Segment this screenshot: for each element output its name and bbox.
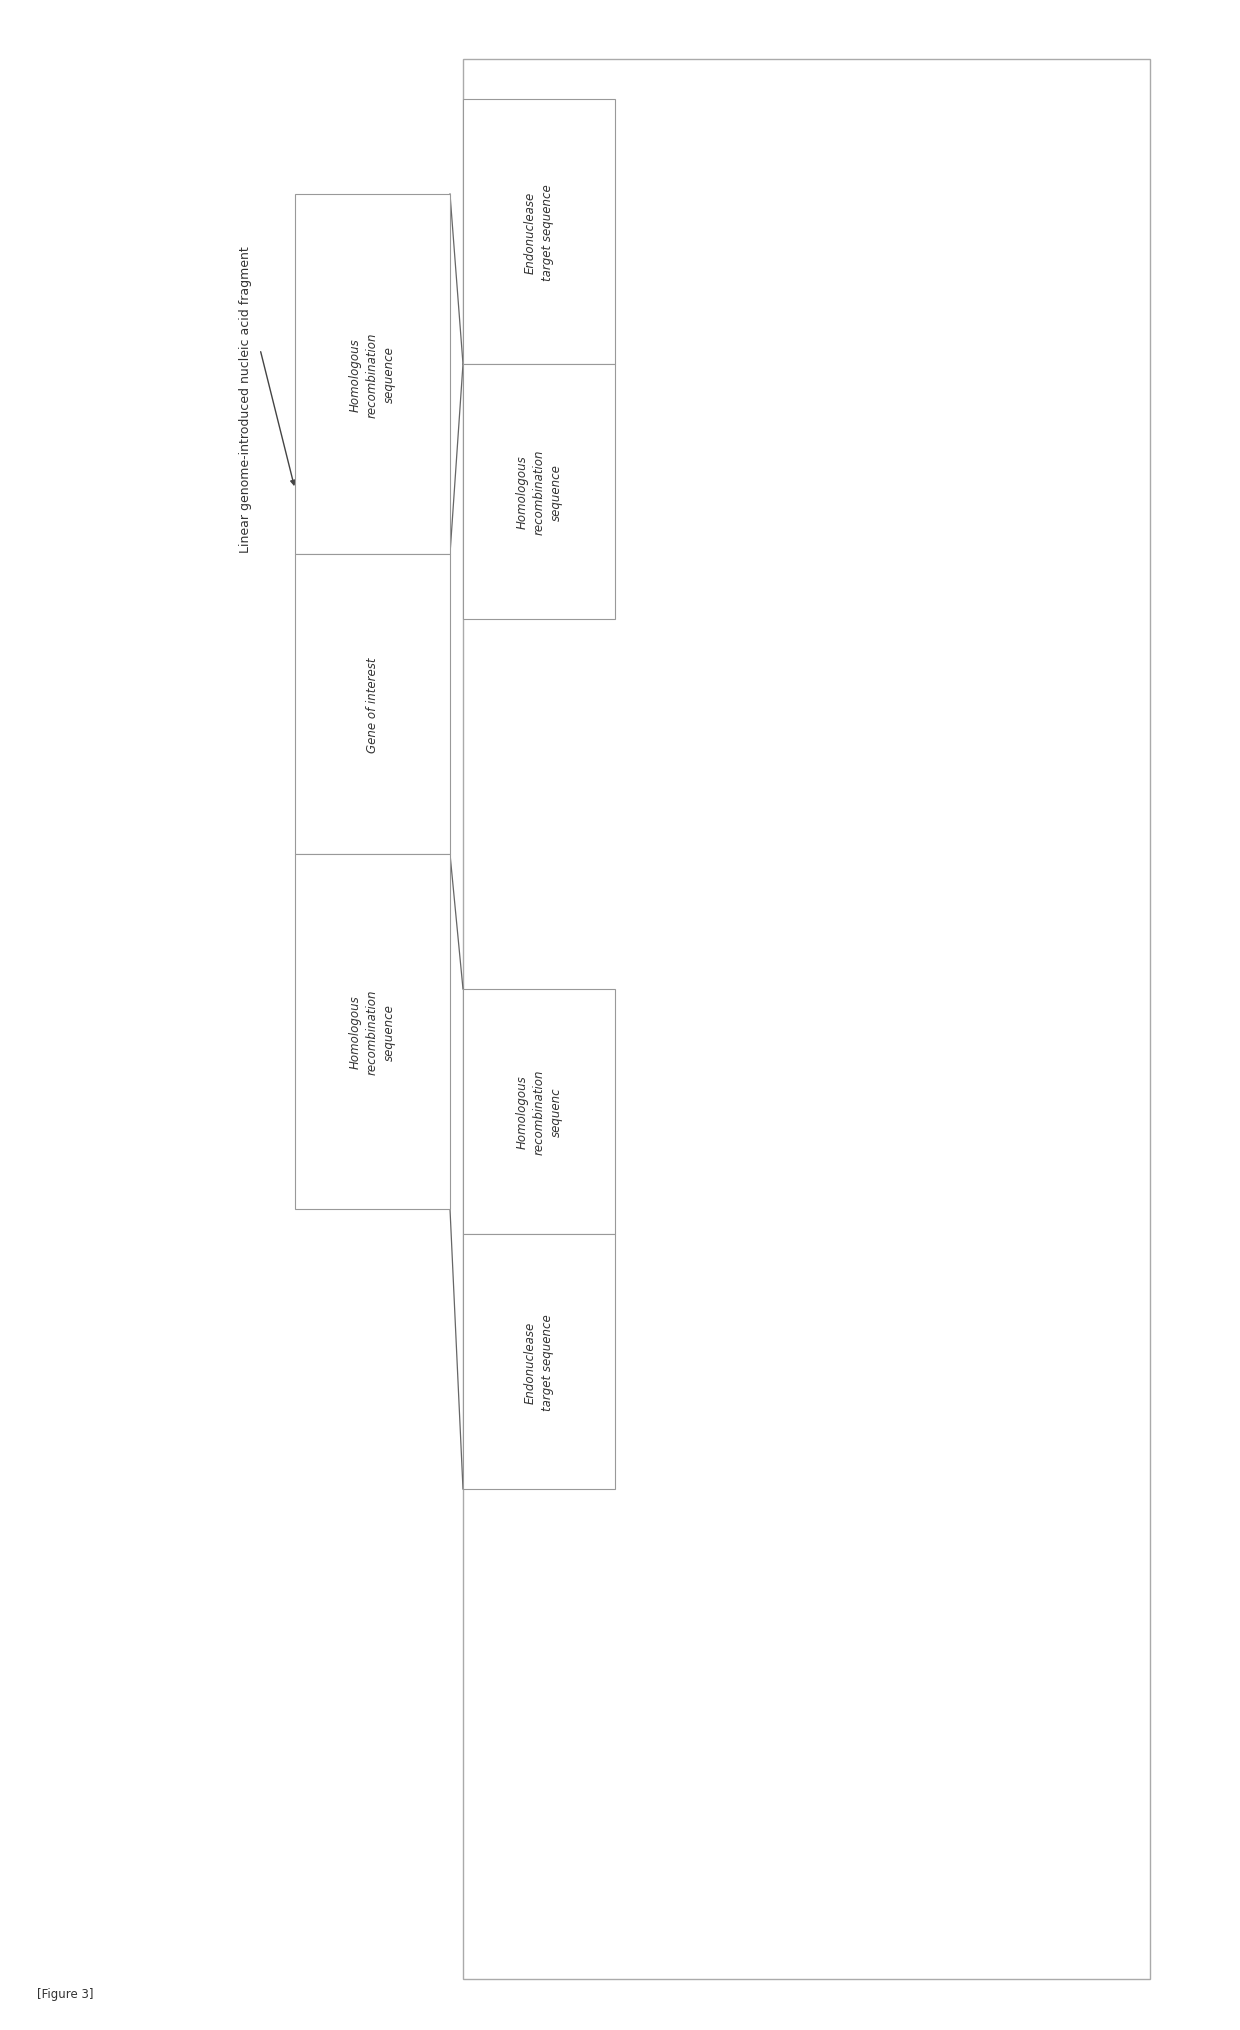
Bar xyxy=(463,365,615,619)
Text: Homologous
recombination
sequence: Homologous recombination sequence xyxy=(348,333,396,418)
Bar xyxy=(295,554,450,855)
Text: Linear genome-introduced nucleic acid fragment: Linear genome-introduced nucleic acid fr… xyxy=(238,246,252,552)
Bar xyxy=(295,195,450,554)
Text: Gene of interest: Gene of interest xyxy=(366,658,379,753)
Bar xyxy=(463,989,615,1234)
Text: [Figure 3]: [Figure 3] xyxy=(37,1987,94,2000)
Text: Homologous
recombination
sequence: Homologous recombination sequence xyxy=(348,989,396,1074)
Bar xyxy=(463,61,1149,1979)
Bar xyxy=(463,99,615,365)
Text: Endonuclease
target sequence: Endonuclease target sequence xyxy=(525,1313,554,1411)
Text: Homologous
recombination
sequence: Homologous recombination sequence xyxy=(516,449,563,536)
Text: Endonuclease
target sequence: Endonuclease target sequence xyxy=(525,185,554,280)
Bar xyxy=(463,1234,615,1490)
Text: Homologous
recombination
sequenc: Homologous recombination sequenc xyxy=(516,1070,563,1155)
Bar xyxy=(295,855,450,1210)
